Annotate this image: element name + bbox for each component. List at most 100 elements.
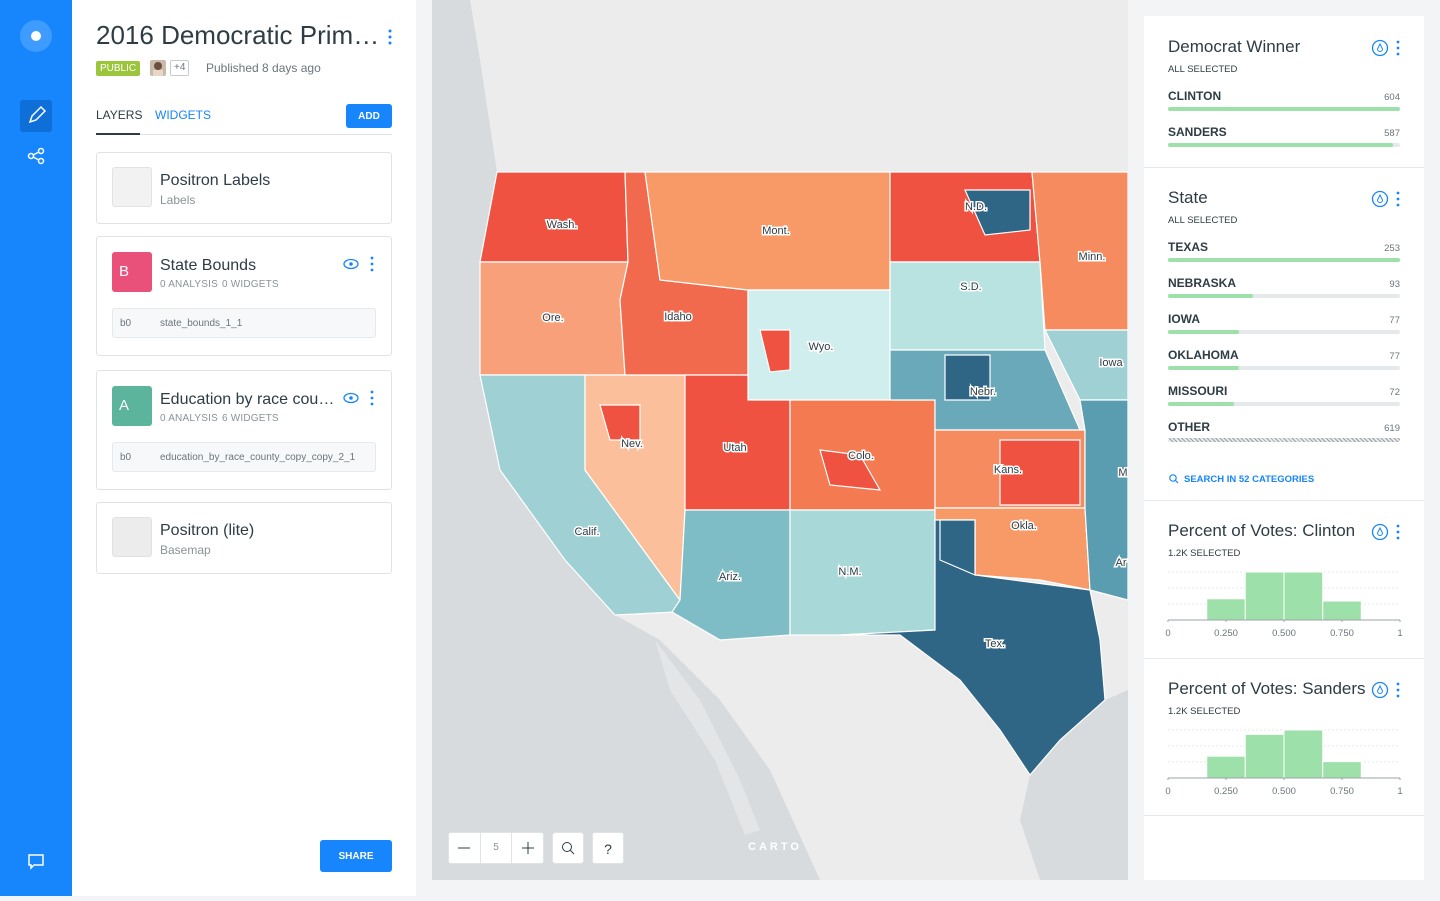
histogram-bar[interactable] (1206, 598, 1246, 621)
widgets-tab[interactable]: WIDGETS (155, 108, 211, 122)
widget-menu-dot[interactable] (1396, 688, 1400, 692)
category-label[interactable]: OTHER (1168, 420, 1210, 434)
map-label: Colo. (848, 450, 874, 462)
widget-style-button[interactable] (1371, 523, 1389, 541)
add-button[interactable]: ADD (346, 104, 392, 128)
widget-style-button[interactable] (1371, 190, 1389, 208)
help-button[interactable]: ? (592, 832, 624, 864)
layer-menu-dot[interactable] (370, 390, 374, 394)
layers-tab[interactable]: LAYERS (96, 108, 143, 122)
source-box (112, 308, 376, 338)
layer-name[interactable]: Positron Labels (160, 172, 271, 189)
map-title[interactable]: 2016 Democratic Prim… (96, 20, 380, 50)
edit-button[interactable] (20, 100, 52, 132)
layer-name[interactable]: Education by race cou… (160, 391, 335, 408)
state (1079, 399, 1128, 601)
zoom-out[interactable] (448, 832, 480, 864)
category-label[interactable]: SANDERS (1168, 125, 1227, 139)
category-label[interactable]: TEXAS (1168, 240, 1209, 254)
chat-icon[interactable] (28, 854, 44, 870)
histogram-bar[interactable] (1244, 733, 1285, 779)
category-label[interactable]: CLINTON (1168, 89, 1222, 103)
state (839, 519, 1106, 776)
layer-menu-dot[interactable] (370, 396, 374, 400)
zoom-in[interactable] (512, 832, 544, 864)
collaborators[interactable]: +4 (170, 60, 190, 76)
widget-actions (1371, 681, 1400, 699)
category-value: 587 (1384, 128, 1400, 139)
layer-menu-dot[interactable] (370, 268, 374, 272)
category-bar (1168, 402, 1235, 406)
histogram-bar[interactable] (1283, 571, 1324, 621)
category-value: 253 (1384, 243, 1400, 254)
widget-menu-dot[interactable] (1396, 46, 1400, 50)
category-value: 72 (1389, 387, 1400, 398)
map-label: Mont. (762, 225, 790, 237)
map-label: N.M. (838, 566, 861, 578)
layer-analysis: 0 ANALYSIS (160, 279, 218, 290)
widget-menu-dot[interactable] (1396, 40, 1400, 44)
visibility-toggle[interactable] (343, 258, 359, 270)
layer-letter: B (119, 263, 130, 280)
category-search[interactable]: SEARCH IN 52 CATEGORIES (1184, 474, 1315, 485)
map-labels: Wash. Mont. N.D. Minn. Ore. Idaho Wyo. S.D. Iowa… (541, 199, 1128, 651)
histogram-bar[interactable] (1322, 761, 1362, 779)
widget-menu-dot[interactable] (1396, 536, 1400, 540)
histogram-bar[interactable] (1283, 729, 1324, 779)
histogram-bar[interactable] (1322, 600, 1362, 621)
x-tick-label: 1 (1397, 628, 1402, 639)
visibility-dot (349, 396, 353, 400)
x-tick-label: 0 (1165, 628, 1170, 639)
widget-menu-dot[interactable] (1396, 203, 1400, 207)
map-label: Nev. (621, 438, 643, 450)
histogram-bar[interactable] (1244, 571, 1285, 621)
share-button[interactable]: SHARE (320, 840, 392, 872)
visibility-toggle[interactable] (343, 392, 359, 404)
widget-menu-dot[interactable] (1396, 682, 1400, 686)
category-bar (1168, 294, 1254, 298)
layer-menu-dot[interactable] (370, 402, 374, 406)
avatar[interactable] (150, 60, 166, 76)
map-label: Utah (723, 442, 746, 454)
widget-menu-dot[interactable] (1396, 191, 1400, 195)
category-value: 77 (1389, 351, 1400, 362)
category-bar (1168, 366, 1239, 370)
widget-actions (1371, 190, 1400, 208)
map[interactable]: Wash. Mont. N.D. Minn. Ore. Idaho Wyo. S.D. Iowa… (432, 0, 1128, 880)
layer-menu-dot[interactable] (370, 256, 374, 260)
title-menu[interactable] (384, 28, 396, 48)
share-icon[interactable] (27, 147, 45, 165)
category-label[interactable]: IOWA (1168, 312, 1200, 326)
layer-widgets: 0 WIDGETS (222, 279, 279, 290)
x-tick-label: 0 (1165, 786, 1170, 797)
category-bar (1168, 258, 1400, 262)
drop-icon (1376, 684, 1384, 694)
nav-icons (20, 20, 52, 870)
widget-menu-dot[interactable] (1396, 524, 1400, 528)
search-button[interactable] (552, 832, 584, 864)
widget-menu-dot[interactable] (1396, 694, 1400, 698)
category-bar (1168, 143, 1394, 147)
widget-style-button[interactable] (1371, 681, 1389, 699)
county (599, 404, 641, 441)
widget-style-button[interactable] (1371, 39, 1389, 57)
category-label[interactable]: MISSOURI (1168, 384, 1228, 398)
zoom-level: 5 (480, 832, 512, 864)
county (999, 439, 1081, 506)
category-label[interactable]: OKLAHOMA (1168, 348, 1239, 362)
x-tick-label: 0.250 (1214, 786, 1238, 797)
layer-name[interactable]: State Bounds (160, 257, 257, 274)
widget-menu-dot[interactable] (1396, 197, 1400, 201)
histogram: 0 0.250 0.500 0.750 1 (1165, 571, 1403, 639)
drop-icon (1376, 42, 1384, 52)
widget-menu-dot[interactable] (1396, 52, 1400, 56)
widget-actions (1371, 39, 1400, 57)
layer-name[interactable]: Positron (lite) (160, 522, 255, 539)
layer-menu-dot[interactable] (370, 262, 374, 266)
histogram-bar[interactable] (1206, 755, 1246, 779)
source-name: education_by_race_county_copy_copy_2_1 (160, 452, 356, 463)
widget-menu-dot[interactable] (1396, 530, 1400, 534)
category-label[interactable]: NEBRASKA (1168, 276, 1237, 290)
layer-letter: A (119, 397, 130, 414)
layer-thumbnail (112, 517, 152, 557)
